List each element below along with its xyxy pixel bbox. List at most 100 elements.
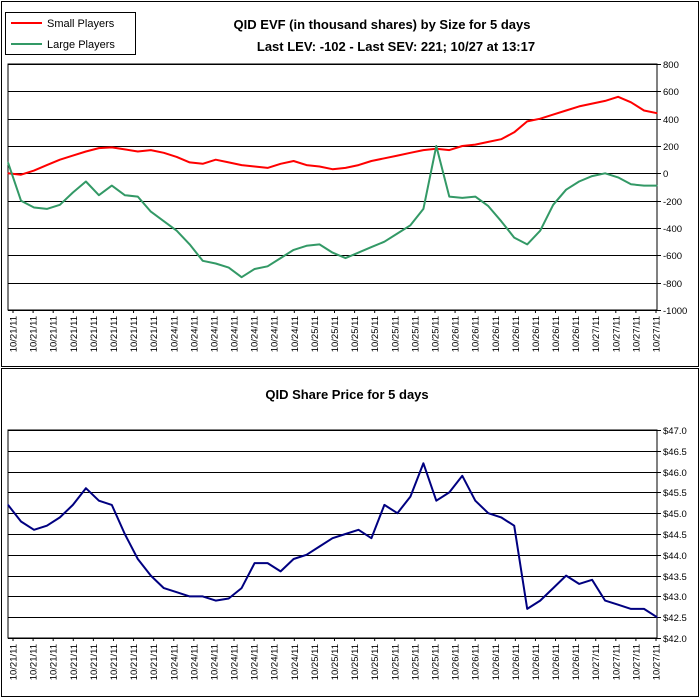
data-point	[176, 156, 178, 158]
data-point	[228, 161, 230, 163]
y-tick-label: $44.5	[663, 530, 687, 541]
data-point	[383, 504, 385, 506]
data-point	[176, 591, 178, 593]
data-point	[33, 529, 35, 531]
x-tick-label: 10/24/11	[169, 316, 180, 352]
x-tick-label: 10/24/11	[230, 644, 241, 680]
x-tick-label: 10/21/11	[149, 316, 160, 352]
data-point	[357, 164, 360, 166]
data-point	[267, 167, 269, 169]
top-chart-frame	[1, 1, 699, 367]
data-point	[370, 160, 372, 162]
data-point	[331, 252, 334, 254]
data-point	[448, 149, 450, 151]
data-point	[59, 159, 61, 161]
x-tick-label: 10/24/11	[290, 644, 301, 680]
x-tick-label: 10/24/11	[189, 644, 200, 680]
data-point	[111, 504, 113, 506]
data-point	[409, 496, 411, 498]
data-point	[98, 500, 100, 502]
data-point	[500, 138, 502, 140]
data-point	[630, 183, 632, 185]
data-point	[526, 608, 528, 610]
x-tick-label: 10/27/11	[652, 316, 663, 352]
data-point	[7, 161, 9, 163]
data-point	[85, 180, 87, 183]
data-point	[137, 558, 139, 560]
y-tick-label: -200	[663, 197, 682, 208]
data-point	[33, 170, 35, 172]
data-point	[46, 164, 48, 166]
y-tick-label: 0	[663, 169, 668, 180]
x-tick-label: 10/26/11	[491, 644, 502, 680]
data-point	[344, 167, 347, 169]
y-tick-label: $44.0	[663, 551, 687, 562]
legend-label-small-players: Small Players	[47, 18, 115, 30]
x-tick-label: 10/25/11	[430, 644, 441, 680]
y-tick-label: $43.0	[663, 592, 687, 603]
x-tick-label: 10/21/11	[89, 316, 100, 352]
data-point	[111, 185, 113, 187]
data-point	[357, 252, 360, 254]
data-point	[150, 575, 152, 577]
x-tick-label: 10/25/11	[350, 644, 361, 680]
x-tick-label: 10/24/11	[270, 644, 281, 680]
x-tick-label: 10/25/11	[370, 644, 381, 680]
data-point	[228, 597, 230, 600]
x-tick-label: 10/25/11	[410, 644, 421, 680]
data-point	[370, 537, 372, 539]
evf-plot-area: 800 600 400 200 0 -200 -400 -600 -800 -1000 10/21/…	[7, 60, 687, 352]
x-tick-label: 10/21/11	[109, 644, 120, 680]
data-point	[305, 164, 308, 166]
evf-legend: Small Players Large Players	[5, 12, 136, 55]
y-tick-label: 200	[663, 142, 679, 153]
x-tick-label: 10/24/11	[209, 316, 220, 352]
series-line-small-players	[7, 95, 658, 176]
data-point	[293, 160, 295, 162]
data-point	[241, 164, 243, 166]
x-tick-label: 10/24/11	[250, 316, 261, 352]
data-point	[59, 516, 61, 519]
data-point	[409, 152, 411, 154]
x-tick-label: 10/26/11	[451, 644, 462, 680]
data-point	[370, 246, 372, 248]
data-point	[500, 516, 502, 519]
x-tick-label: 10/21/11	[9, 644, 20, 680]
x-tick-label: 10/26/11	[491, 316, 502, 352]
data-point	[137, 196, 139, 198]
data-point	[604, 100, 606, 102]
evf-chart-subtitle: Last LEV: -102 - Last SEV: 221; 10/27 at…	[257, 39, 535, 54]
data-point	[344, 257, 347, 259]
x-tick-label: 10/24/11	[169, 644, 180, 680]
data-point	[656, 112, 658, 114]
x-tick-label: 10/21/11	[149, 644, 160, 680]
data-point	[318, 165, 321, 168]
data-point	[267, 265, 269, 267]
x-tick-label: 10/27/11	[611, 644, 622, 680]
series-line-qid-share-price	[7, 462, 658, 619]
data-point	[46, 525, 48, 527]
data-point	[630, 101, 632, 103]
data-point	[20, 200, 22, 202]
evf-chart-title: QID EVF (in thousand shares) by Size for…	[234, 17, 531, 32]
data-point	[539, 230, 541, 232]
x-tick-label: 10/24/11	[209, 644, 220, 680]
data-point	[487, 141, 489, 143]
data-point	[591, 103, 593, 105]
data-point	[98, 147, 100, 149]
data-point	[305, 554, 308, 556]
data-point	[396, 155, 398, 157]
data-point	[656, 185, 658, 187]
data-point	[331, 537, 334, 539]
data-point	[643, 608, 645, 610]
data-point	[539, 118, 541, 120]
x-tick-label: 10/25/11	[410, 316, 421, 352]
data-point	[59, 204, 61, 206]
x-tick-label: 10/21/11	[69, 316, 80, 352]
data-point	[461, 145, 463, 147]
data-point	[565, 575, 567, 577]
x-tick-label: 10/26/11	[531, 644, 542, 680]
data-point	[474, 500, 476, 502]
y-tick-label: 400	[663, 115, 679, 126]
